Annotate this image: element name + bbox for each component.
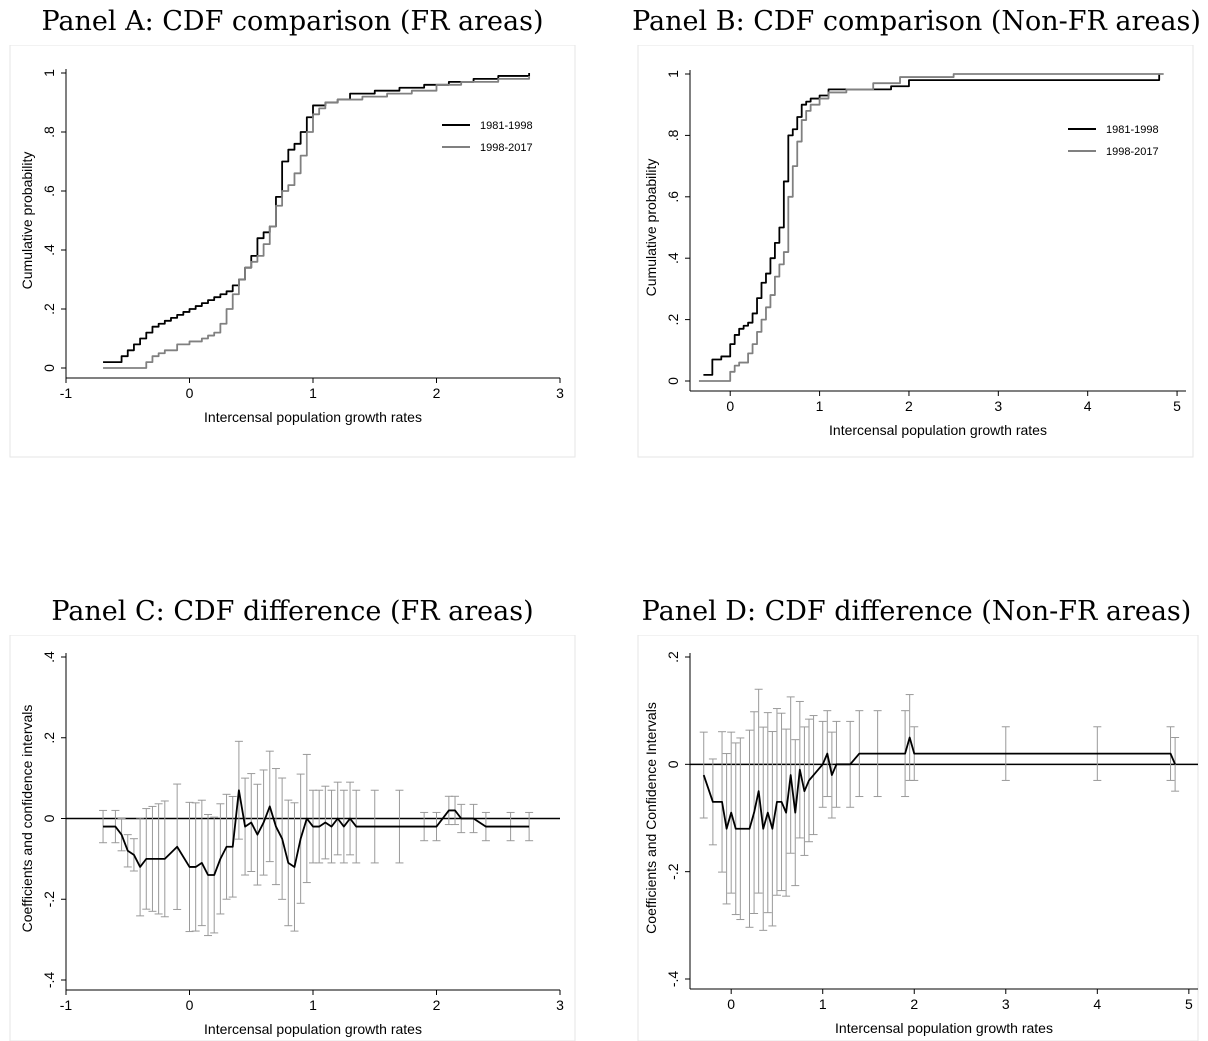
panel-d-title: Panel D: CDF difference (Non-FR areas): [641, 596, 1192, 627]
panel-c-chart: -1 0 1 2 3 -.4 -.2 0 .2 .4 Intercensal population …: [9, 635, 576, 1041]
x-axis-title: Intercensal population growth rates: [829, 422, 1047, 438]
panel-a-chart: -1 0 1 2 3 0 .2 .4 .6 .8 1 Intercensal population g…: [9, 45, 576, 458]
x-tick-label: 0: [186, 997, 194, 1013]
x-tick-label: 2: [433, 385, 441, 401]
y-tick-label: 1: [665, 70, 681, 78]
y-tick-label: .6: [41, 185, 57, 197]
x-tick-label: 3: [556, 997, 564, 1013]
graph-region-frame: [637, 45, 1194, 458]
graph-region-frame: [9, 635, 576, 1041]
y-tick-label: -.4: [665, 971, 681, 988]
x-tick-label: 3: [994, 398, 1002, 414]
legend-label: 1981-1998: [480, 120, 533, 132]
series-line-2: [698, 73, 1164, 382]
y-axis-title: Cumulative probability: [19, 152, 35, 290]
y-axis-title: Coefficients and confidence intervals: [19, 705, 35, 933]
y-tick-label: 1: [41, 69, 57, 77]
y-axis-title: Coefficients and Confidence Intervals: [643, 702, 659, 934]
x-tick-label: 0: [727, 996, 735, 1012]
x-tick-label: 4: [1093, 996, 1101, 1012]
x-tick-label: -1: [60, 385, 73, 401]
y-tick-label: .4: [41, 651, 57, 663]
y-tick-label: .8: [41, 126, 57, 138]
y-tick-label: .2: [41, 732, 57, 744]
x-axis-title: Intercensal population growth rates: [835, 1020, 1053, 1036]
panel-d-chart: 0 1 2 3 4 5 -.4 -.2 0 .2 Intercensal population gr…: [637, 635, 1199, 1041]
y-tick-label: .2: [665, 314, 681, 326]
x-tick-label: 2: [910, 996, 918, 1012]
x-tick-label: -1: [60, 997, 73, 1013]
y-tick-label: 0: [665, 377, 681, 385]
y-tick-label: .8: [665, 129, 681, 141]
y-tick-label: -.2: [665, 863, 681, 880]
legend-label: 1998-2017: [480, 142, 533, 154]
x-axis-title: Intercensal population growth rates: [204, 409, 422, 425]
y-tick-label: 0: [665, 760, 681, 768]
legend-label: 1998-2017: [1106, 146, 1159, 158]
series-line-1: [103, 73, 531, 363]
y-tick-label: -.4: [41, 972, 57, 989]
series-line-2: [103, 75, 531, 369]
x-tick-label: 2: [905, 398, 913, 414]
x-tick-label: 3: [1002, 996, 1010, 1012]
graph-region-frame: [9, 45, 576, 458]
x-tick-label: 5: [1173, 398, 1181, 414]
y-tick-label: .4: [665, 252, 681, 264]
x-tick-label: 4: [1084, 398, 1092, 414]
x-tick-label: 0: [726, 398, 734, 414]
x-tick-label: 3: [556, 385, 564, 401]
y-tick-label: .6: [665, 191, 681, 203]
panel-b-title: Panel B: CDF comparison (Non-FR areas): [632, 6, 1201, 37]
x-tick-label: 2: [433, 997, 441, 1013]
x-tick-label: 5: [1185, 996, 1193, 1012]
x-tick-label: 0: [186, 385, 194, 401]
y-tick-label: 0: [41, 364, 57, 372]
y-tick-label: .4: [41, 244, 57, 256]
panel-c-title: Panel C: CDF difference (FR areas): [51, 596, 534, 627]
series-line-1: [702, 736, 1176, 830]
graph-region-frame: [637, 635, 1199, 1041]
x-tick-label: 1: [819, 996, 827, 1012]
x-axis-title: Intercensal population growth rates: [204, 1021, 422, 1037]
y-tick-label: 0: [41, 814, 57, 822]
y-axis-title: Cumulative probability: [643, 159, 659, 297]
x-tick-label: 1: [816, 398, 824, 414]
y-tick-label: .2: [41, 303, 57, 315]
series-line-1: [703, 74, 1161, 376]
panel-b-chart: 0 1 2 3 4 5 0 .2 .4 .6 .8 1 Intercensal population g…: [637, 45, 1194, 458]
y-tick-label: -.2: [41, 891, 57, 908]
panel-a-title: Panel A: CDF comparison (FR areas): [41, 6, 544, 37]
x-tick-label: 1: [309, 997, 317, 1013]
x-tick-label: 1: [309, 385, 317, 401]
legend-label: 1981-1998: [1106, 124, 1159, 136]
series-line-1: [103, 789, 530, 876]
y-tick-label: .2: [665, 651, 681, 663]
